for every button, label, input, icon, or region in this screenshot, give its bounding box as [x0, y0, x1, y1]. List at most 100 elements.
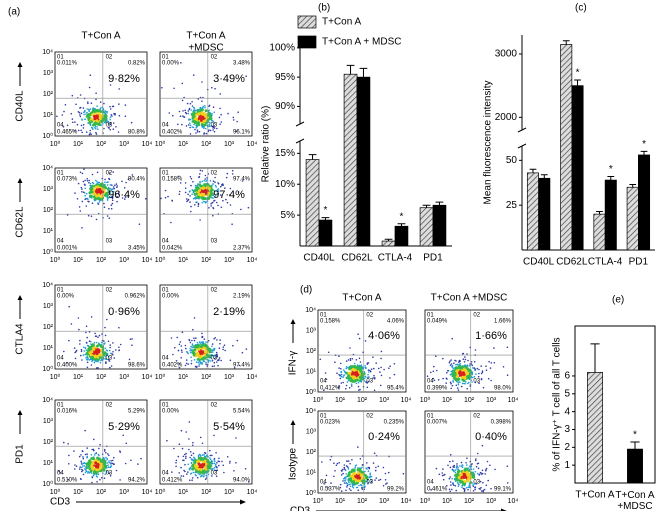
dot [109, 106, 111, 108]
y-decade-label: 10¹ [43, 112, 54, 119]
dot [80, 210, 82, 212]
dot [196, 201, 198, 203]
dot [108, 460, 110, 462]
dot [116, 183, 118, 185]
dot [447, 465, 449, 467]
marker-label: CD62L [15, 206, 26, 238]
dot [198, 205, 200, 207]
dot [103, 203, 105, 205]
x-tick-label: CTLA-4 [588, 257, 623, 268]
dot [77, 124, 79, 126]
dot [131, 122, 133, 124]
dot [211, 345, 213, 347]
bar [382, 241, 395, 246]
error-bar [641, 151, 648, 155]
dot [65, 104, 67, 106]
dot [87, 367, 89, 369]
dot [86, 352, 89, 355]
dot [458, 378, 461, 381]
dot [493, 347, 495, 349]
x-decade-label: 10¹ [335, 498, 346, 505]
dot [205, 345, 208, 348]
dot [190, 206, 192, 208]
dot [360, 381, 362, 383]
dot [342, 382, 344, 384]
dot [462, 371, 465, 374]
dot [216, 462, 218, 464]
dot [482, 473, 484, 475]
dot [190, 185, 192, 187]
dot [344, 482, 346, 484]
y-tick-label: 95% [275, 72, 295, 83]
dot [474, 489, 476, 491]
dot [202, 443, 204, 445]
dot [215, 465, 217, 467]
dot [463, 488, 465, 490]
dot [198, 455, 200, 457]
dot [109, 217, 111, 219]
dot [188, 438, 190, 440]
dot [194, 107, 196, 109]
dot [367, 362, 369, 364]
dot [200, 468, 203, 471]
dot [482, 470, 484, 472]
dot [217, 365, 219, 367]
dot [352, 477, 355, 480]
dot [206, 454, 208, 456]
dot [358, 382, 360, 384]
dot [199, 219, 201, 221]
dot [186, 359, 188, 361]
dot [195, 337, 197, 339]
dot [179, 344, 181, 346]
dot [96, 481, 98, 483]
dot [212, 215, 214, 217]
dot [453, 466, 455, 468]
x-decade-label: 10⁰ [155, 140, 166, 148]
dot [235, 462, 237, 464]
dot [507, 374, 509, 376]
dot [246, 348, 248, 350]
dot [209, 457, 211, 459]
dot [113, 457, 115, 459]
dot [88, 110, 90, 112]
dot [181, 351, 183, 353]
dot [116, 470, 118, 472]
dot [185, 345, 187, 347]
dot [452, 460, 454, 462]
dot [84, 188, 86, 190]
dot [461, 462, 463, 464]
dot [348, 472, 351, 475]
dot [474, 487, 476, 489]
dot [352, 484, 354, 486]
dot [99, 184, 102, 187]
dot [180, 357, 182, 359]
dot [365, 367, 367, 369]
dot [91, 356, 94, 359]
dot [179, 443, 181, 445]
dot [86, 342, 88, 344]
y-decade-label: 10³ [43, 70, 54, 77]
dot [119, 115, 121, 117]
dot [195, 114, 198, 117]
dot [118, 327, 120, 329]
dot [108, 467, 110, 469]
y-tick-label: 25 [506, 200, 518, 211]
dot [189, 127, 191, 129]
dot [356, 383, 358, 385]
dot [330, 482, 332, 484]
x-axis-label: CD3 [50, 497, 70, 508]
dot [176, 460, 178, 462]
dot [487, 461, 489, 463]
dot [167, 196, 169, 198]
dot [188, 119, 190, 121]
dot [188, 449, 190, 451]
y-decade-label: 10⁰ [305, 489, 316, 497]
x-decade-label: 10³ [119, 374, 130, 381]
dot [446, 372, 448, 374]
dot [473, 490, 475, 492]
quadrant-percent: 96.1% [233, 130, 251, 136]
quadrant-name: 02 [106, 55, 113, 61]
dot [214, 463, 216, 465]
dot [171, 471, 173, 473]
dot [112, 460, 114, 462]
